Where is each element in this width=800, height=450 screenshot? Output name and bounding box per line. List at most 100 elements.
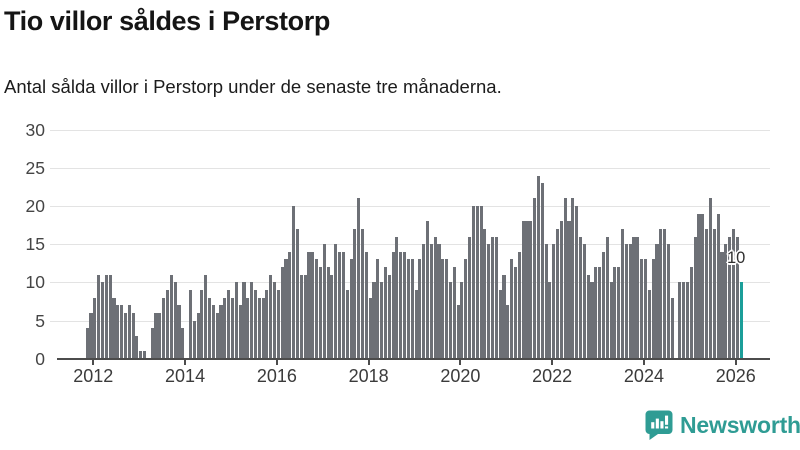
bar: [334, 244, 338, 359]
x-axis-label: 2020: [440, 366, 481, 386]
bar: [643, 259, 648, 359]
bar: [613, 267, 617, 359]
bar: [724, 244, 728, 359]
bar: [93, 297, 97, 359]
bar: [689, 267, 693, 359]
bar: [666, 244, 670, 359]
bar: [414, 290, 418, 359]
bar: [513, 267, 518, 359]
bar: [452, 267, 456, 359]
bar: [517, 251, 521, 359]
bar: [196, 312, 200, 359]
bar: [169, 274, 173, 359]
bar: [349, 259, 353, 359]
bar: [456, 305, 460, 359]
bar: [269, 274, 273, 359]
x-axis-tick: [551, 359, 554, 366]
bar: [391, 251, 395, 359]
y-axis-label: 10: [25, 272, 45, 293]
bar: [563, 198, 567, 359]
bar: [192, 320, 196, 359]
x-axis-tick: [734, 359, 737, 366]
bar: [188, 290, 192, 359]
bar: [135, 335, 139, 359]
bar: [605, 236, 609, 359]
bar: [154, 312, 158, 359]
bar: [536, 175, 540, 359]
bar: [265, 290, 269, 359]
bar: [372, 282, 376, 359]
bar: [498, 290, 502, 359]
bar: [120, 305, 124, 359]
bar: [315, 259, 319, 359]
bar: [475, 206, 479, 359]
bar: [89, 312, 93, 359]
bar: [533, 198, 537, 359]
gridline: [50, 129, 770, 131]
bar: [494, 236, 498, 359]
x-axis-line: [57, 357, 770, 360]
bar: [234, 282, 238, 359]
bar: [143, 351, 147, 359]
bar: [345, 290, 349, 359]
bar: [624, 244, 628, 359]
bar: [540, 183, 544, 359]
bar: [525, 221, 529, 359]
bar: [598, 267, 602, 359]
bar: [403, 251, 407, 359]
x-axis-label: 2022: [532, 366, 573, 386]
gridline: [50, 320, 770, 322]
newsworthy-icon: [645, 410, 673, 440]
bar: [292, 206, 296, 359]
bar: [242, 282, 246, 359]
bar: [150, 328, 154, 359]
bar: [529, 221, 533, 359]
bar: [521, 221, 525, 359]
bar: [330, 274, 334, 359]
bar: [544, 244, 548, 359]
bar: [578, 236, 583, 359]
bar: [487, 244, 491, 359]
bar: [582, 244, 586, 359]
bar: [288, 251, 292, 359]
bar: [250, 282, 254, 359]
bar: [338, 251, 342, 359]
bar: [200, 290, 204, 359]
bar: [108, 274, 112, 359]
chart-subtitle: Antal sålda villor i Perstorp under de s…: [4, 76, 502, 97]
highlighted-bar: [739, 282, 743, 359]
bar: [131, 312, 135, 359]
x-axis-label: 2016: [256, 366, 297, 386]
bar: [273, 282, 277, 359]
bar: [663, 228, 667, 359]
bar: [422, 244, 426, 359]
last-value-label: 10: [727, 249, 746, 267]
bar: [215, 312, 219, 359]
bar: [628, 244, 632, 359]
bar: [716, 213, 720, 359]
bar: [162, 297, 166, 359]
bar: [97, 274, 101, 359]
bar: [437, 244, 441, 359]
bar: [571, 198, 575, 359]
bar: [219, 305, 223, 359]
bar: [433, 236, 437, 359]
bar: [380, 282, 384, 359]
x-axis-label: 2014: [165, 366, 206, 386]
page-title: Tio villor såldes i Perstorp: [4, 6, 330, 36]
bar: [632, 236, 636, 359]
x-axis-tick: [92, 359, 95, 366]
newsworthy-logo: Newsworthy: [645, 410, 800, 440]
x-axis-tick: [367, 359, 370, 366]
bar: [238, 305, 242, 359]
bar: [341, 251, 345, 359]
bar: [139, 351, 143, 359]
bar: [360, 228, 365, 359]
bar: [552, 244, 556, 359]
bar: [594, 267, 598, 359]
bar: [575, 206, 579, 359]
bar: [731, 228, 735, 359]
bar: [510, 259, 514, 359]
